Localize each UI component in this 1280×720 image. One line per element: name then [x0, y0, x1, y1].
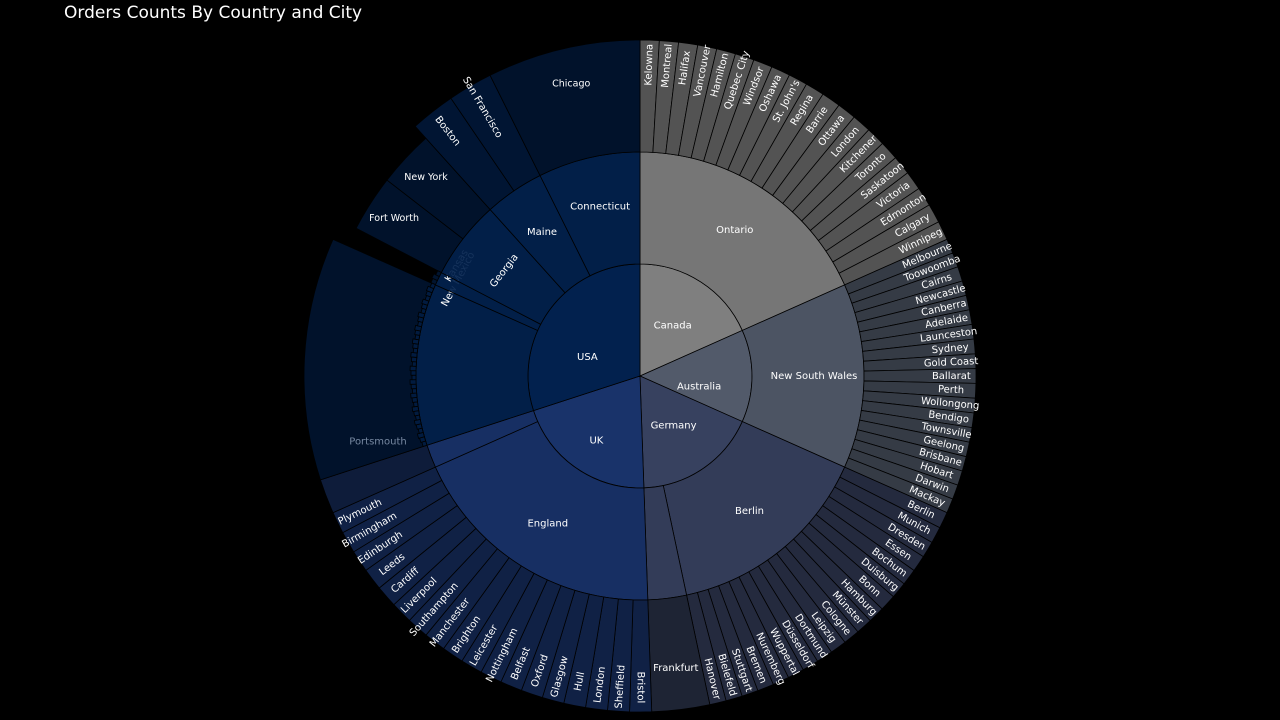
- city-label-fort-worth: Fort Worth: [369, 213, 419, 224]
- usa-minor-segment[interactable]: [410, 392, 418, 399]
- city-label-gold-coast: Gold Coast: [924, 356, 979, 369]
- region-label-frankfurt: Frankfurt: [653, 663, 698, 674]
- chart-title: Orders Counts By Country and City: [64, 3, 363, 23]
- region-label-new-south-wales: New South Wales: [771, 371, 858, 382]
- usa-minor-segment[interactable]: [411, 361, 417, 367]
- usa-minor-segment[interactable]: [435, 270, 442, 278]
- city-label-hull: Hull: [573, 671, 588, 692]
- region-label-berlin: Berlin: [735, 506, 764, 517]
- city-label-halifax: Halifax: [677, 50, 693, 86]
- city-label-kelowna: Kelowna: [643, 44, 655, 86]
- region-label-maine: Maine: [527, 227, 557, 238]
- country-label-usa: USA: [577, 352, 598, 363]
- usa-minor-segment[interactable]: [409, 379, 417, 385]
- usa-minor-segment[interactable]: [410, 383, 417, 390]
- city-label-new-york: New York: [404, 172, 448, 183]
- city-label-wollongong: Wollongong: [920, 396, 979, 412]
- country-label-uk: UK: [589, 436, 603, 447]
- usa-minor-segment[interactable]: [411, 388, 418, 394]
- city-label-bendigo: Bendigo: [928, 409, 970, 425]
- region-label-ontario: Ontario: [716, 225, 753, 236]
- city-label-montreal: Montreal: [660, 43, 675, 88]
- city-label-ballarat: Ballarat: [932, 371, 971, 382]
- city-label-perth: Perth: [938, 384, 965, 396]
- city-label-sydney: Sydney: [931, 342, 969, 356]
- city-label-chicago: Chicago: [552, 78, 590, 89]
- region-label-england: England: [527, 519, 568, 530]
- usa-minor-segment[interactable]: [411, 374, 417, 381]
- city-label-sheffield: Sheffield: [614, 665, 628, 709]
- city-label-bristol: Bristol: [635, 671, 646, 703]
- usa-minor-segment[interactable]: [410, 370, 417, 376]
- region-label-connecticut: Connecticut: [570, 202, 630, 213]
- usa-minor-segment[interactable]: [409, 365, 417, 372]
- country-label-australia: Australia: [677, 381, 721, 392]
- city-label-london: London: [592, 666, 608, 704]
- city-chicago[interactable]: [489, 39, 641, 177]
- usa-minor-segment[interactable]: [411, 405, 420, 413]
- country-label-germany: Germany: [651, 421, 697, 432]
- country-label-canada: Canada: [654, 321, 692, 332]
